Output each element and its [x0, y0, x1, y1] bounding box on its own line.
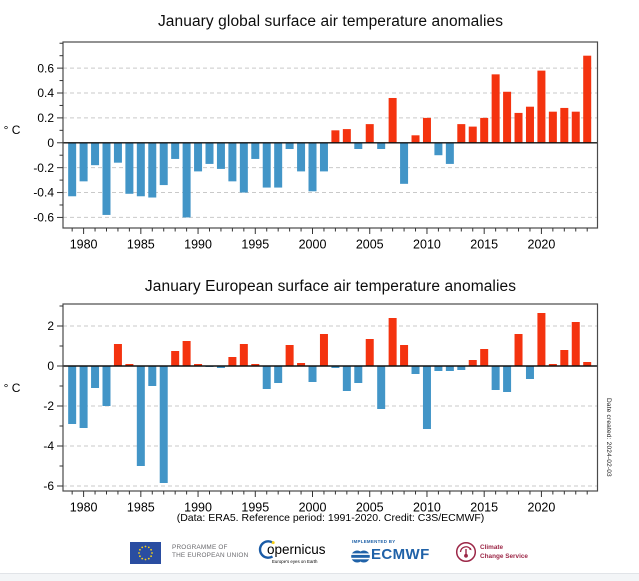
svg-text:0.4: 0.4 — [37, 86, 54, 100]
c3s-logo-icon — [455, 541, 477, 568]
european-yaxis-unit-label: ° C — [3, 381, 21, 395]
svg-text:1985: 1985 — [127, 501, 155, 515]
svg-text:2020: 2020 — [528, 238, 556, 252]
eu-programme-line1: PROGRAMME OF — [172, 544, 228, 551]
svg-text:1995: 1995 — [241, 501, 269, 515]
svg-text:0: 0 — [47, 136, 54, 150]
svg-text:0.6: 0.6 — [37, 61, 54, 75]
c3s-label-line2: Change Service — [480, 553, 528, 560]
svg-text:2015: 2015 — [470, 501, 498, 515]
svg-text:0.2: 0.2 — [37, 111, 54, 125]
global-yaxis-unit-label: ° C — [3, 123, 21, 137]
svg-text:-2: -2 — [43, 399, 54, 413]
svg-text:2020: 2020 — [528, 501, 556, 515]
svg-text:2015: 2015 — [470, 238, 498, 252]
european-chart-title: January European surface air temperature… — [144, 278, 517, 295]
c3s-label: Climate Change Service — [480, 543, 528, 561]
bottom-strip — [0, 573, 639, 581]
eu-programme-line2: THE EUROPEAN UNION — [172, 552, 249, 559]
svg-text:1980: 1980 — [70, 501, 98, 515]
svg-text:2000: 2000 — [299, 501, 327, 515]
copernicus-dot-icon — [271, 541, 275, 545]
svg-text:2010: 2010 — [413, 238, 441, 252]
ecmwf-wordmark: ECMWF — [371, 546, 430, 563]
eu-flag-icon — [130, 542, 161, 569]
svg-text:1990: 1990 — [184, 501, 212, 515]
copernicus-wordmark: opernicus — [267, 542, 326, 557]
svg-text:2010: 2010 — [413, 501, 441, 515]
svg-text:1990: 1990 — [184, 238, 212, 252]
data-source-caption: (Data: ERA5. Reference period: 1991-2020… — [176, 512, 485, 524]
global-chart-title: January global surface air temperature a… — [157, 13, 504, 30]
copernicus-tagline: Europe's eyes on Earth — [272, 559, 318, 564]
svg-text:2000: 2000 — [299, 238, 327, 252]
date-created-note: Date created: 2024-02-03 — [605, 398, 612, 477]
copernicus-c-icon — [258, 540, 274, 559]
svg-text:1980: 1980 — [70, 238, 98, 252]
svg-text:1985: 1985 — [127, 238, 155, 252]
copernicus-logo: opernicus Europe's eyes on Earth — [258, 539, 328, 569]
svg-text:-0.2: -0.2 — [33, 161, 54, 175]
ecmwf-implemented-by-label: IMPLEMENTED BY — [352, 539, 396, 544]
svg-text:2: 2 — [47, 319, 54, 333]
svg-text:-4: -4 — [43, 439, 54, 453]
svg-text:2005: 2005 — [356, 238, 384, 252]
ecmwf-emblem-icon — [351, 549, 370, 569]
svg-text:1995: 1995 — [241, 238, 269, 252]
c3s-label-line1: Climate — [480, 544, 504, 551]
svg-text:0: 0 — [47, 359, 54, 373]
svg-text:-6: -6 — [43, 479, 54, 493]
eu-programme-label: PROGRAMME OF THE EUROPEAN UNION — [172, 544, 248, 560]
svg-text:-0.4: -0.4 — [33, 186, 54, 200]
svg-text:-0.6: -0.6 — [33, 211, 54, 225]
svg-text:2005: 2005 — [356, 501, 384, 515]
